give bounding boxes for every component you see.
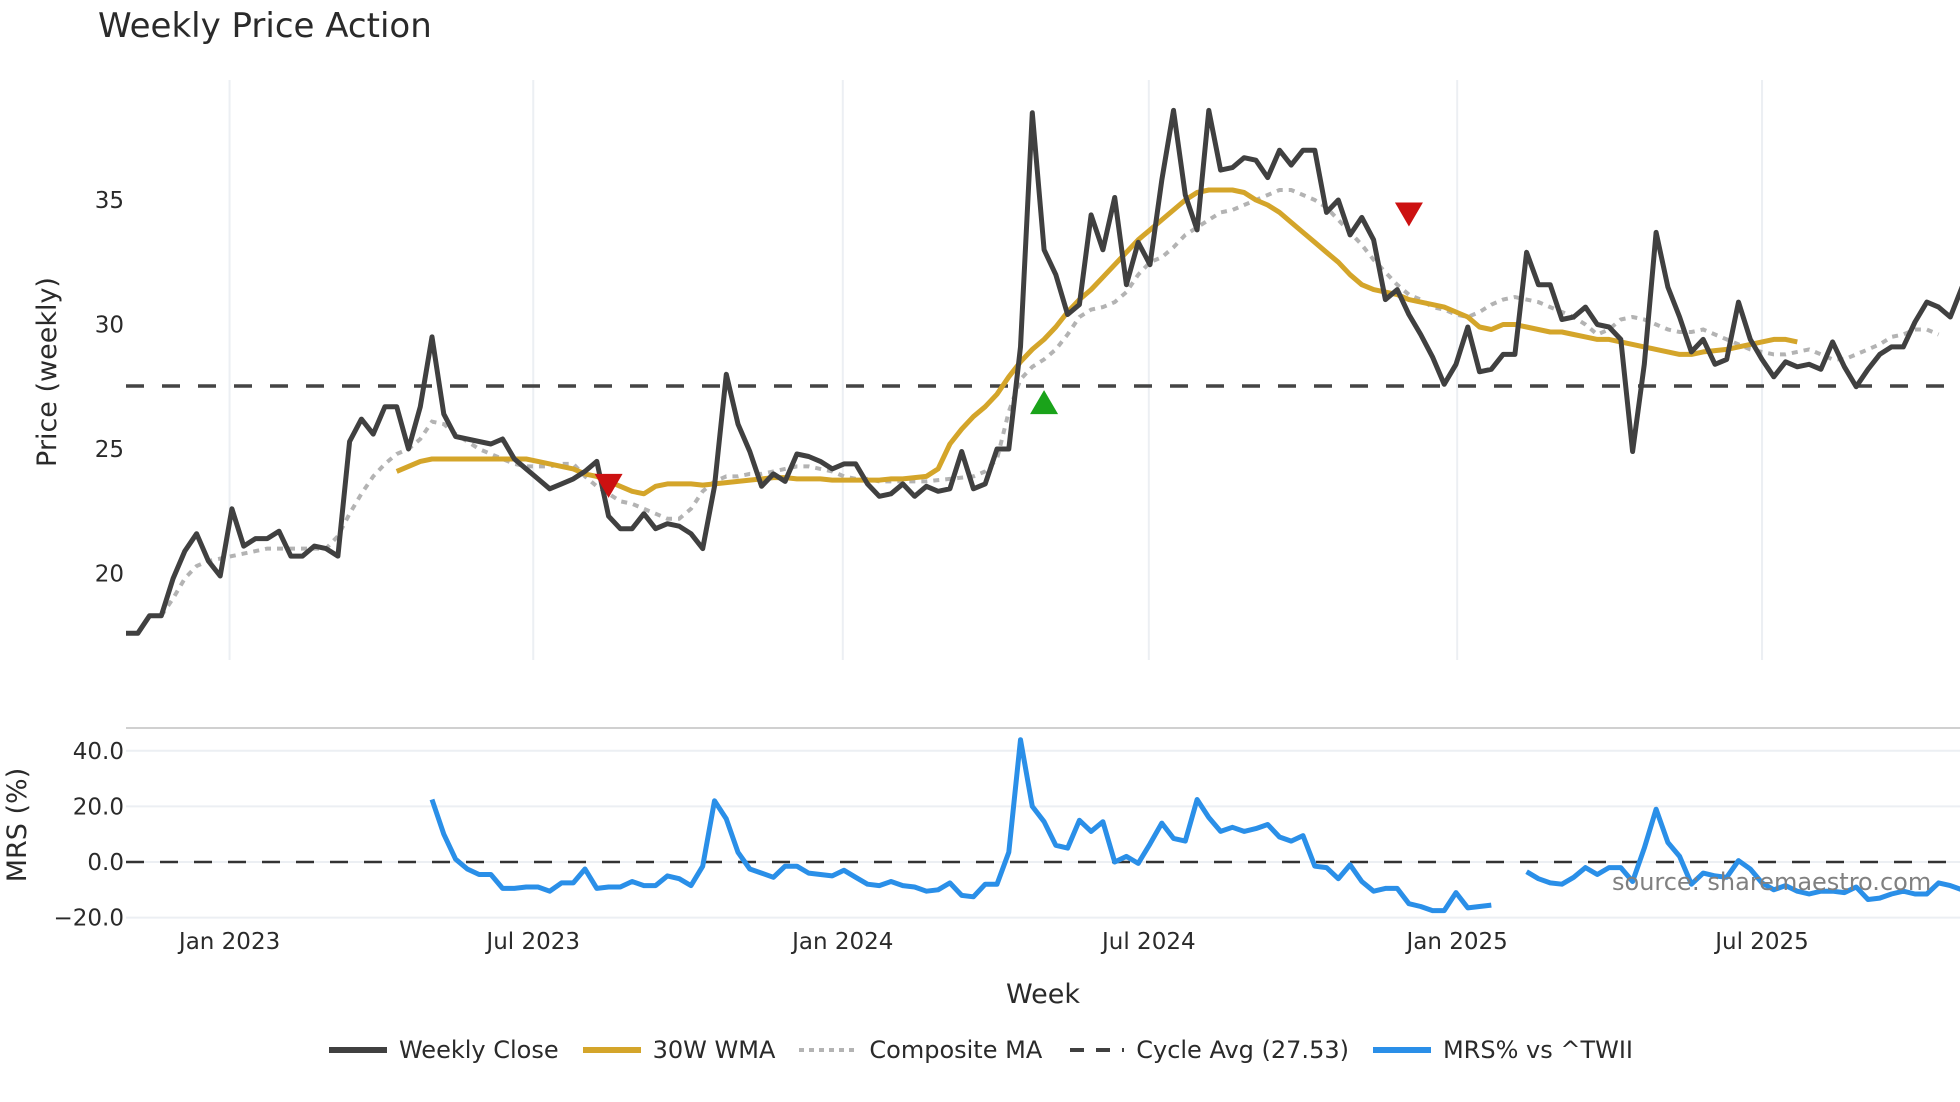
dashed-line-swatch-icon	[1070, 1048, 1125, 1052]
x-tick-label: Jul 2025	[1713, 929, 1809, 955]
mrs-panel: −20.0 0.0 20.0 40.0 MRS (%) source: sharema…	[2, 737, 1960, 932]
sell-signal-marker	[1394, 202, 1423, 227]
x-tick-label: Jan 2023	[177, 929, 280, 955]
y-tick-label: 25	[95, 437, 124, 463]
mrs-y-axis-title: MRS (%)	[2, 768, 33, 883]
solid-line-swatch-icon	[1372, 1047, 1431, 1053]
legend-item[interactable]: MRS% vs ^TWII	[1371, 1036, 1633, 1064]
legend-item[interactable]: Composite MA	[797, 1036, 1042, 1064]
legend-item[interactable]: Weekly Close	[327, 1036, 559, 1064]
30w-wma-line	[395, 187, 1798, 497]
mrs-series-line	[429, 737, 1960, 914]
price-y-axis-ticks: 20 25 30 35	[95, 188, 124, 588]
y-tick-label: −20.0	[54, 906, 124, 932]
signal-markers	[594, 202, 1423, 498]
mrs-line	[429, 737, 1492, 914]
composite-ma-line	[159, 188, 1940, 617]
price-panel: 20 25 30 35 Price (weekly)	[32, 80, 1960, 660]
y-tick-label: 20.0	[73, 794, 124, 820]
x-tick-label: Jul 2024	[1100, 929, 1196, 955]
price-series-lines	[126, 107, 1960, 636]
legend: Weekly Close 30W WMA Composite MA Cycle Avg…	[0, 1036, 1960, 1064]
legend-label: Composite MA	[869, 1036, 1043, 1064]
mrs-y-axis-ticks: −20.0 0.0 20.0 40.0	[54, 739, 124, 932]
sell-signal-marker	[594, 473, 623, 498]
x-tick-label: Jul 2023	[484, 929, 580, 955]
chart-title: Weekly Price Action	[98, 6, 432, 46]
mrs-horizontal-gridlines	[126, 749, 1960, 919]
y-tick-label: 35	[95, 188, 124, 214]
solid-line-swatch-icon	[582, 1047, 641, 1053]
price-y-axis-title: Price (weekly)	[32, 277, 63, 467]
legend-item[interactable]: Cycle Avg (27.53)	[1064, 1036, 1349, 1064]
dotted-line-swatch-icon	[799, 1048, 858, 1052]
x-axis-title: Week	[1006, 979, 1080, 1010]
mrs-line	[1525, 806, 1960, 902]
x-tick-label: Jan 2025	[1405, 929, 1508, 955]
y-tick-label: 30	[95, 312, 124, 338]
y-tick-label: 40.0	[73, 739, 124, 765]
price-vertical-gridlines	[228, 80, 1764, 660]
y-tick-label: 20	[95, 561, 124, 587]
source-watermark: source: sharemaestro.com	[1612, 868, 1931, 896]
weekly-close-line	[126, 107, 1960, 636]
y-tick-label: 0.0	[87, 850, 124, 876]
legend-label: Weekly Close	[398, 1036, 559, 1064]
legend-label: 30W WMA	[652, 1036, 776, 1064]
buy-signal-marker	[1030, 390, 1059, 415]
x-axis-ticks: Jan 2023 Jul 2023 Jan 2024 Jul 2024 Jan 2025…	[177, 929, 1809, 955]
legend-item[interactable]: 30W WMA	[581, 1036, 776, 1064]
solid-line-swatch-icon	[328, 1047, 387, 1053]
legend-label: Cycle Avg (27.53)	[1136, 1036, 1349, 1064]
x-tick-label: Jan 2024	[790, 929, 893, 955]
legend-label: MRS% vs ^TWII	[1442, 1036, 1634, 1064]
